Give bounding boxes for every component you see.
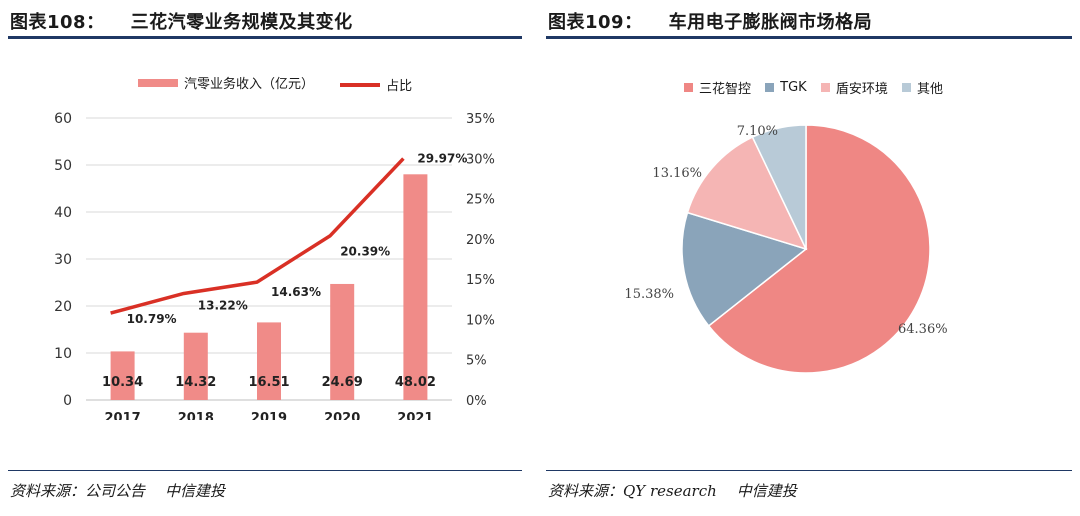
- legend-item-sanhua: 三花智控: [684, 78, 751, 97]
- pie-slice: [751, 124, 807, 250]
- right-panel: 图表109： 车用电子膨胀阀市场格局 三花智控 TGK 盾安环境 其他 64.36…: [538, 0, 1080, 516]
- legend-label-sanhua: 三花智控: [699, 82, 752, 97]
- left-bottom-rule: [8, 470, 522, 471]
- left-source-org: 中信建投: [165, 482, 226, 500]
- bar-value-label: 16.51: [248, 375, 289, 390]
- y-right-tick-label: 10%: [466, 313, 495, 328]
- x-tick-label: 2017: [105, 411, 141, 420]
- y-left-tick-label: 10: [54, 346, 72, 362]
- right-figure-label: 图表109：: [548, 12, 643, 33]
- y-left-tick-label: 30: [54, 252, 72, 268]
- right-title-text: 车用电子膨胀阀市场格局: [668, 12, 873, 33]
- y-right-tick-label: 35%: [466, 112, 495, 127]
- y-right-tick-label: 25%: [466, 193, 495, 208]
- pie-value-label: 64.36%: [898, 322, 948, 337]
- y-right-tick-label: 0%: [466, 394, 487, 409]
- y-left-tick-label: 40: [54, 205, 72, 221]
- bar-line-legend: 汽零业务收入（亿元） 占比: [138, 73, 434, 94]
- bar: [257, 322, 281, 400]
- pie-slice: [681, 211, 808, 327]
- left-figure-label: 图表108：: [10, 12, 105, 33]
- legend-swatch-line: [340, 82, 381, 87]
- legend-label-share: 占比: [386, 79, 413, 94]
- x-tick-label: 2019: [251, 411, 287, 420]
- bar: [183, 332, 208, 400]
- legend-label-revenue: 汽零业务收入（亿元）: [184, 77, 315, 92]
- y-right-tick-label: 30%: [466, 152, 495, 167]
- y-right-tick-label: 15%: [466, 273, 495, 288]
- bar-value-label: 14.32: [175, 375, 216, 390]
- x-tick-label: 2018: [178, 411, 214, 420]
- bar: [403, 174, 428, 400]
- left-panel: 图表108： 三花汽零业务规模及其变化 汽零业务收入（亿元） 占比 0 10 20 30…: [0, 0, 530, 516]
- pie-value-label: 7.10%: [737, 124, 778, 139]
- bar-value-label: 24.69: [322, 375, 363, 390]
- right-source-org: 中信建投: [736, 482, 797, 500]
- right-figure-title: 图表109： 车用电子膨胀阀市场格局: [548, 8, 872, 34]
- left-source-label: 资料来源：公司公告: [10, 482, 146, 500]
- legend-swatch-dunan: [820, 83, 830, 92]
- share-point-label: 13.22%: [198, 298, 248, 312]
- share-line: [110, 157, 405, 315]
- right-top-rule: [546, 36, 1072, 39]
- x-tick-label: 2020: [324, 411, 360, 420]
- legend-label-tgk: TGK: [780, 80, 807, 95]
- pie-slice: [707, 124, 931, 374]
- y-left-tick-label: 20: [54, 299, 72, 315]
- y-left-tick-label: 0: [63, 393, 72, 409]
- pie-value-label: 13.16%: [652, 166, 702, 181]
- legend-item-dunan: 盾安环境: [820, 78, 888, 97]
- bar: [110, 351, 135, 400]
- legend-item-other: 其他: [902, 78, 943, 97]
- pie-slice: [686, 136, 808, 251]
- left-figure-title: 图表108： 三花汽零业务规模及其变化: [10, 8, 353, 34]
- pie-chart: 64.36% 15.38% 13.16% 7.10%: [624, 124, 948, 374]
- legend-item-share: 占比: [340, 75, 412, 94]
- left-source: 资料来源：公司公告 中信建投: [10, 480, 225, 501]
- right-bottom-rule: [546, 470, 1072, 471]
- legend-label-dunan: 盾安环境: [835, 82, 888, 97]
- share-point-label: 14.63%: [271, 285, 321, 299]
- bar-value-label: 10.34: [102, 375, 143, 390]
- bar-value-label: 48.02: [395, 375, 436, 390]
- legend-swatch-bar: [138, 78, 178, 87]
- legend-item-tgk: TGK: [765, 80, 807, 95]
- right-source-label: 资料来源：QY research: [548, 482, 717, 500]
- legend-swatch-tgk: [765, 83, 775, 92]
- y-left-tick-label: 60: [54, 111, 72, 127]
- legend-label-other: 其他: [917, 82, 944, 97]
- share-point-label: 20.39%: [340, 245, 390, 259]
- legend-swatch-sanhua: [684, 83, 693, 92]
- y-right-tick-label: 5%: [466, 354, 487, 369]
- pie-value-label: 15.38%: [624, 287, 674, 302]
- legend-swatch-other: [902, 83, 911, 92]
- x-tick-label: 2021: [397, 411, 433, 420]
- legend-item-revenue: 汽零业务收入（亿元）: [138, 73, 314, 92]
- y-left-tick-label: 50: [54, 158, 72, 174]
- left-top-rule: [8, 36, 522, 39]
- bar: [330, 283, 355, 400]
- share-point-label: 29.97%: [417, 152, 467, 166]
- share-point-label: 10.79%: [127, 312, 177, 326]
- left-title-text: 三花汽零业务规模及其变化: [130, 12, 353, 33]
- right-source: 资料来源：QY research 中信建投: [548, 480, 797, 501]
- bar-line-chart: 0 10 20 30 40 50 60 0% 5% 10% 15% 20% 25% 30% 35% 10.34…: [54, 111, 495, 420]
- pie-legend: 三花智控 TGK 盾安环境 其他: [684, 78, 965, 97]
- y-right-tick-label: 20%: [466, 233, 495, 248]
